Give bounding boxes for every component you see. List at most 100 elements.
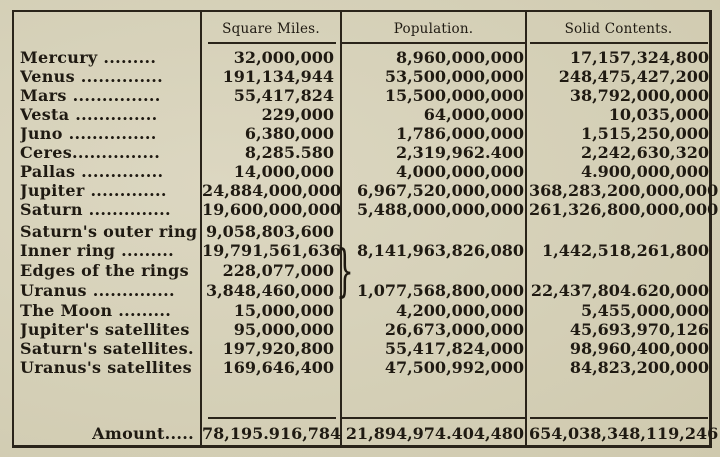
total-population: 21,894,974.404,480 (345, 424, 524, 443)
total-rule (342, 417, 525, 419)
population-cell: 26,673,000,000 (384, 320, 524, 339)
population-cell: 6,967,520,000,000 (356, 181, 524, 200)
solid-contents-cell: 4.900,000,000 (580, 162, 709, 181)
table-row: Edges of the rings 228,077,000 (14, 262, 709, 280)
population-cell: 47,500,992,000 (384, 358, 524, 377)
table-row: Pallas .............. 14,000,000 4,000,000… (14, 163, 709, 181)
square-miles-cell: 14,000,000 (233, 162, 334, 181)
row-name: Jupiter's satellites (20, 321, 190, 339)
header-rule (342, 42, 525, 44)
population-cell: 53,500,000,000 (384, 67, 524, 86)
table-row: Uranus's satellites 169,646,400 47,500,992… (14, 359, 709, 377)
population-cell (344, 262, 524, 280)
population-cell: 55,417,824,000 (384, 339, 524, 358)
square-miles-cell: 197,920,800 (222, 339, 334, 358)
table-row: The Moon ......... 15,000,000 4,200,000,00… (14, 302, 709, 320)
header-population: Population. (393, 21, 474, 37)
square-miles-cell: 32,000,000 (233, 48, 334, 67)
row-name: Inner ring ......... (20, 242, 174, 260)
solid-contents-cell: 261,326,800,000,000 (529, 200, 719, 219)
square-miles-cell: 191,134,944 (222, 67, 334, 86)
population-cell: 15,500,000,000 (384, 86, 524, 105)
solid-contents-cell: 98,960,400,000 (569, 339, 709, 358)
square-miles-cell: 229,000 (261, 105, 334, 124)
row-name: Uranus's satellites (20, 359, 192, 377)
row-name: Vesta .............. (20, 106, 158, 124)
header-square-miles: Square Miles. (222, 21, 320, 37)
square-miles-cell: 55,417,824 (233, 86, 334, 105)
square-miles-cell: 6,380,000 (244, 124, 334, 143)
solid-contents-cell: 5,455,000,000 (580, 301, 709, 320)
population-cell: 4,200,000,000 (395, 301, 524, 320)
row-name: Saturn's outer ring (20, 223, 198, 241)
row-name: Juno ............... (20, 125, 157, 143)
row-name: Venus .............. (20, 68, 163, 86)
solid-contents-cell: 22,437,804.620,000 (530, 281, 709, 300)
population-cell: 1,077,568,800,000 (356, 281, 524, 300)
row-name: Saturn .............. (20, 201, 171, 219)
population-cell: 64,000,000 (423, 105, 524, 124)
square-miles-cell: 8,285.580 (244, 143, 334, 162)
solid-contents-cell: 368,283,200,000,000 (529, 181, 719, 200)
solid-contents-cell: 17,157,324,800 (569, 48, 709, 67)
population-cell: 8,960,000,000 (395, 48, 524, 67)
solid-contents-cell: 1,515,250,000 (580, 124, 709, 143)
square-miles-cell: 95,000,000 (233, 320, 334, 339)
table-row: Uranus .............. 3,848,460,000 1,077,… (14, 282, 709, 300)
total-rule (530, 417, 708, 419)
solid-contents-cell: 10,035,000 (608, 105, 709, 124)
ring-group-brace: } (336, 239, 354, 304)
table-row: Ceres............... 8,285.580 2,319,962.4… (14, 144, 709, 162)
header-rule (530, 42, 708, 44)
total-square-miles: 78,195.916,784 (202, 424, 342, 443)
header-solid-contents: Solid Contents. (564, 21, 673, 37)
table-row: Inner ring ......... 19,791,561,636 8,141,… (14, 242, 709, 260)
solid-contents-cell: 2,242,630,320 (580, 143, 709, 162)
population-cell: 2,319,962.400 (395, 143, 524, 162)
row-name: Pallas .............. (20, 163, 164, 181)
solid-contents-cell (529, 262, 709, 280)
table-row: Saturn's outer ring 9,058,803,600 (14, 223, 709, 241)
solid-contents-cell: 84,823,200,000 (569, 358, 709, 377)
square-miles-cell: 24,884,000,000 (202, 181, 342, 200)
total-rule (208, 417, 336, 419)
table-row: Juno ............... 6,380,000 1,786,000,0… (14, 125, 709, 143)
square-miles-cell: 9,058,803,600 (205, 222, 334, 241)
table-row: Mercury ......... 32,000,000 8,960,000,000… (14, 49, 709, 67)
square-miles-cell: 228,077,000 (222, 261, 334, 280)
square-miles-cell: 3,848,460,000 (205, 281, 334, 300)
table-row: Jupiter ............. 24,884,000,000 6,967… (14, 181, 719, 200)
square-miles-cell: 19,791,561,636 (202, 241, 342, 260)
row-name: Uranus .............. (20, 282, 175, 300)
column-divider (200, 12, 202, 445)
table-row: Mars ............... 55,417,824 15,500,000… (14, 87, 709, 105)
solid-contents-cell: 1,442,518,261,800 (541, 241, 709, 260)
square-miles-cell: 169,646,400 (222, 358, 334, 377)
total-label: Amount..... (92, 425, 194, 443)
solid-contents-cell: 38,792,000,000 (569, 86, 709, 105)
row-name: Mars ............... (20, 87, 161, 105)
solid-contents-cell (529, 223, 709, 241)
column-divider (340, 12, 342, 445)
total-solid-contents: 654,038,348,119,246 (529, 424, 719, 443)
square-miles-cell: 15,000,000 (233, 301, 334, 320)
population-cell: 4,000,000,000 (395, 162, 524, 181)
population-cell: 8,141,963,826,080 (356, 241, 524, 260)
table-row: Saturn's satellites. 197,920,800 55,417,82… (14, 340, 709, 358)
header-rule (208, 42, 336, 44)
population-cell: 1,786,000,000 (395, 124, 524, 143)
row-name: Saturn's satellites. (20, 340, 194, 358)
row-name: Edges of the rings (20, 262, 189, 280)
table-row: Venus .............. 191,134,944 53,500,00… (14, 68, 709, 86)
column-divider (525, 12, 527, 445)
solid-contents-cell: 248,475,427,200 (558, 67, 709, 86)
row-name: The Moon ......... (20, 302, 172, 320)
table-row: Saturn .............. 19,600,000,000 5,488… (14, 200, 719, 219)
table-row: Jupiter's satellites 95,000,000 26,673,000… (14, 321, 709, 339)
population-cell: 5,488,000,000,000 (356, 200, 524, 219)
population-cell (344, 223, 524, 241)
square-miles-cell: 19,600,000,000 (202, 200, 342, 219)
row-name: Jupiter ............. (20, 182, 167, 200)
table-row: Vesta .............. 229,000 64,000,000 10,… (14, 106, 709, 124)
row-name: Mercury ......... (20, 49, 157, 67)
